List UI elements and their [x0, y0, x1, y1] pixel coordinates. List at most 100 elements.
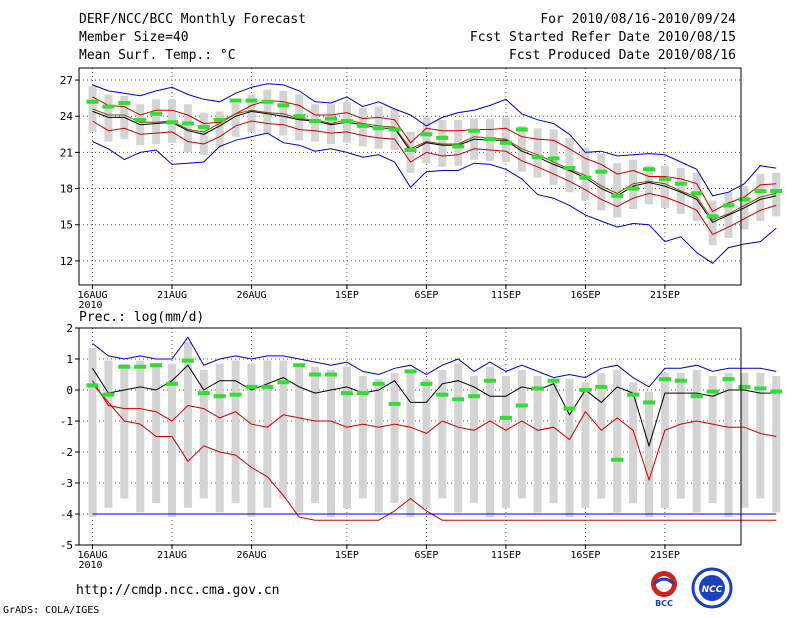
temp-spread-box [152, 99, 161, 144]
temp-spread-box [772, 172, 781, 217]
prec-spread-box [501, 376, 510, 508]
temp-obs-marker [86, 99, 99, 104]
prec-xtick-label: 26AUG [236, 550, 266, 561]
temp-xtick-label: 11SEP [491, 290, 521, 301]
temp-obs-marker [484, 137, 496, 142]
temp-obs-marker [150, 111, 163, 116]
prec-obs-marker [738, 384, 751, 389]
temp-obs-marker [547, 156, 560, 161]
prec-obs-marker [404, 369, 417, 374]
prec-spread-box [470, 376, 479, 504]
temp-max-line [92, 83, 777, 197]
prec-obs-marker [309, 372, 322, 377]
prec-obs-marker [690, 394, 703, 399]
prec-obs-marker [643, 400, 655, 405]
prec-spread-box [772, 376, 781, 513]
temp-obs-marker [643, 167, 655, 172]
bcc-logo: BCC [651, 571, 677, 608]
prec-spread-box [168, 363, 176, 518]
temp-obs-marker [420, 132, 433, 137]
temp-obs-marker [531, 155, 544, 160]
temp-obs-marker [658, 176, 671, 181]
temp-spread-box [660, 165, 669, 208]
prec-spread-box [597, 372, 606, 499]
temp-obs-marker [404, 147, 417, 152]
temp-spread-box [279, 90, 288, 136]
prec-obs-marker [754, 386, 767, 391]
prec-obs-marker [150, 363, 163, 368]
prec-obs-marker [261, 384, 274, 389]
prec-spread-box [327, 369, 335, 518]
prec-obs-marker [166, 381, 178, 386]
prec-max-line [92, 336, 777, 388]
temp-spread-box [263, 89, 272, 135]
temp-ytick-label: 18 [60, 183, 73, 196]
prec-obs-marker [595, 384, 608, 389]
prec-spread-box [645, 391, 653, 518]
temp-obs-marker [595, 169, 608, 174]
temp-ytick-label: 15 [60, 219, 73, 232]
prec-xtick-label: 16SEP [570, 550, 600, 561]
temp-xtick-label: 21SEP [650, 290, 680, 301]
temp-xtick-label: 6SEP [414, 290, 438, 301]
temp-xtick-label: 2010 [79, 300, 103, 311]
temp-spread-box [104, 94, 113, 142]
prec-spread-box [692, 369, 701, 513]
temp-spread-box [613, 163, 622, 218]
footer-url[interactable]: http://cmdp.ncc.cma.gov.cn [76, 583, 280, 598]
prec-spread-box [311, 366, 320, 504]
temp-obs-marker [277, 103, 290, 108]
bcc-logo-text: BCC [655, 599, 673, 608]
prec-spread-box [708, 376, 717, 504]
temp-obs-marker [515, 127, 528, 132]
temp-obs-marker [452, 144, 465, 149]
temp-obs-marker [213, 117, 226, 122]
prec-ytick-label: 0 [66, 384, 73, 397]
prec-obs-marker [531, 386, 544, 391]
prec-obs-marker [770, 389, 783, 394]
temp-obs-marker [468, 128, 481, 133]
prec-spread-box [374, 379, 383, 513]
prec-obs-marker [293, 363, 306, 368]
prec-obs-marker [611, 457, 624, 462]
prec-ytick-label: -3 [60, 477, 73, 490]
prec-spread-box [676, 372, 685, 499]
temp-obs-marker [611, 193, 624, 198]
prec-obs-marker [484, 378, 496, 383]
temp-spread-box [215, 111, 224, 148]
prec-spread-box [342, 366, 351, 508]
temp-xtick-label: 26AUG [236, 290, 266, 301]
temp-obs-marker [563, 166, 576, 171]
temp-obs-marker [340, 119, 353, 124]
prec-xtick-label: 21SEP [650, 550, 680, 561]
prec-obs-marker [245, 384, 258, 389]
temp-obs-marker [388, 127, 401, 132]
prec-spread-box [613, 369, 622, 513]
prec-spread-box [660, 372, 669, 508]
prec-spread-box [88, 348, 97, 518]
prec-obs-marker [706, 389, 719, 394]
prec-spread-box [247, 363, 256, 518]
prec-obs-marker [181, 358, 194, 363]
ncc-logo-text: NCC [702, 585, 723, 595]
temp-spread-box [406, 131, 415, 173]
temp-spread-box [231, 102, 240, 137]
prec-lower_red-line [92, 380, 777, 482]
temp-obs-marker [197, 125, 210, 130]
prec-obs-marker [515, 403, 528, 408]
prec-spread-box [454, 363, 463, 513]
temp-spread-box [454, 119, 463, 166]
prec-obs-marker [388, 401, 401, 406]
temp-obs-marker [325, 116, 337, 121]
temp-obs-marker [245, 98, 258, 103]
prec-spread-box [406, 369, 415, 518]
temp-spread-box [533, 128, 542, 178]
prec-xtick-label: 16AUG [77, 550, 107, 561]
prec-obs-marker [340, 391, 353, 396]
prec-spread-box [724, 372, 733, 518]
prec-ytick-label: -4 [60, 508, 74, 521]
temp-obs-marker [674, 181, 687, 186]
prec-obs-marker [627, 392, 640, 397]
